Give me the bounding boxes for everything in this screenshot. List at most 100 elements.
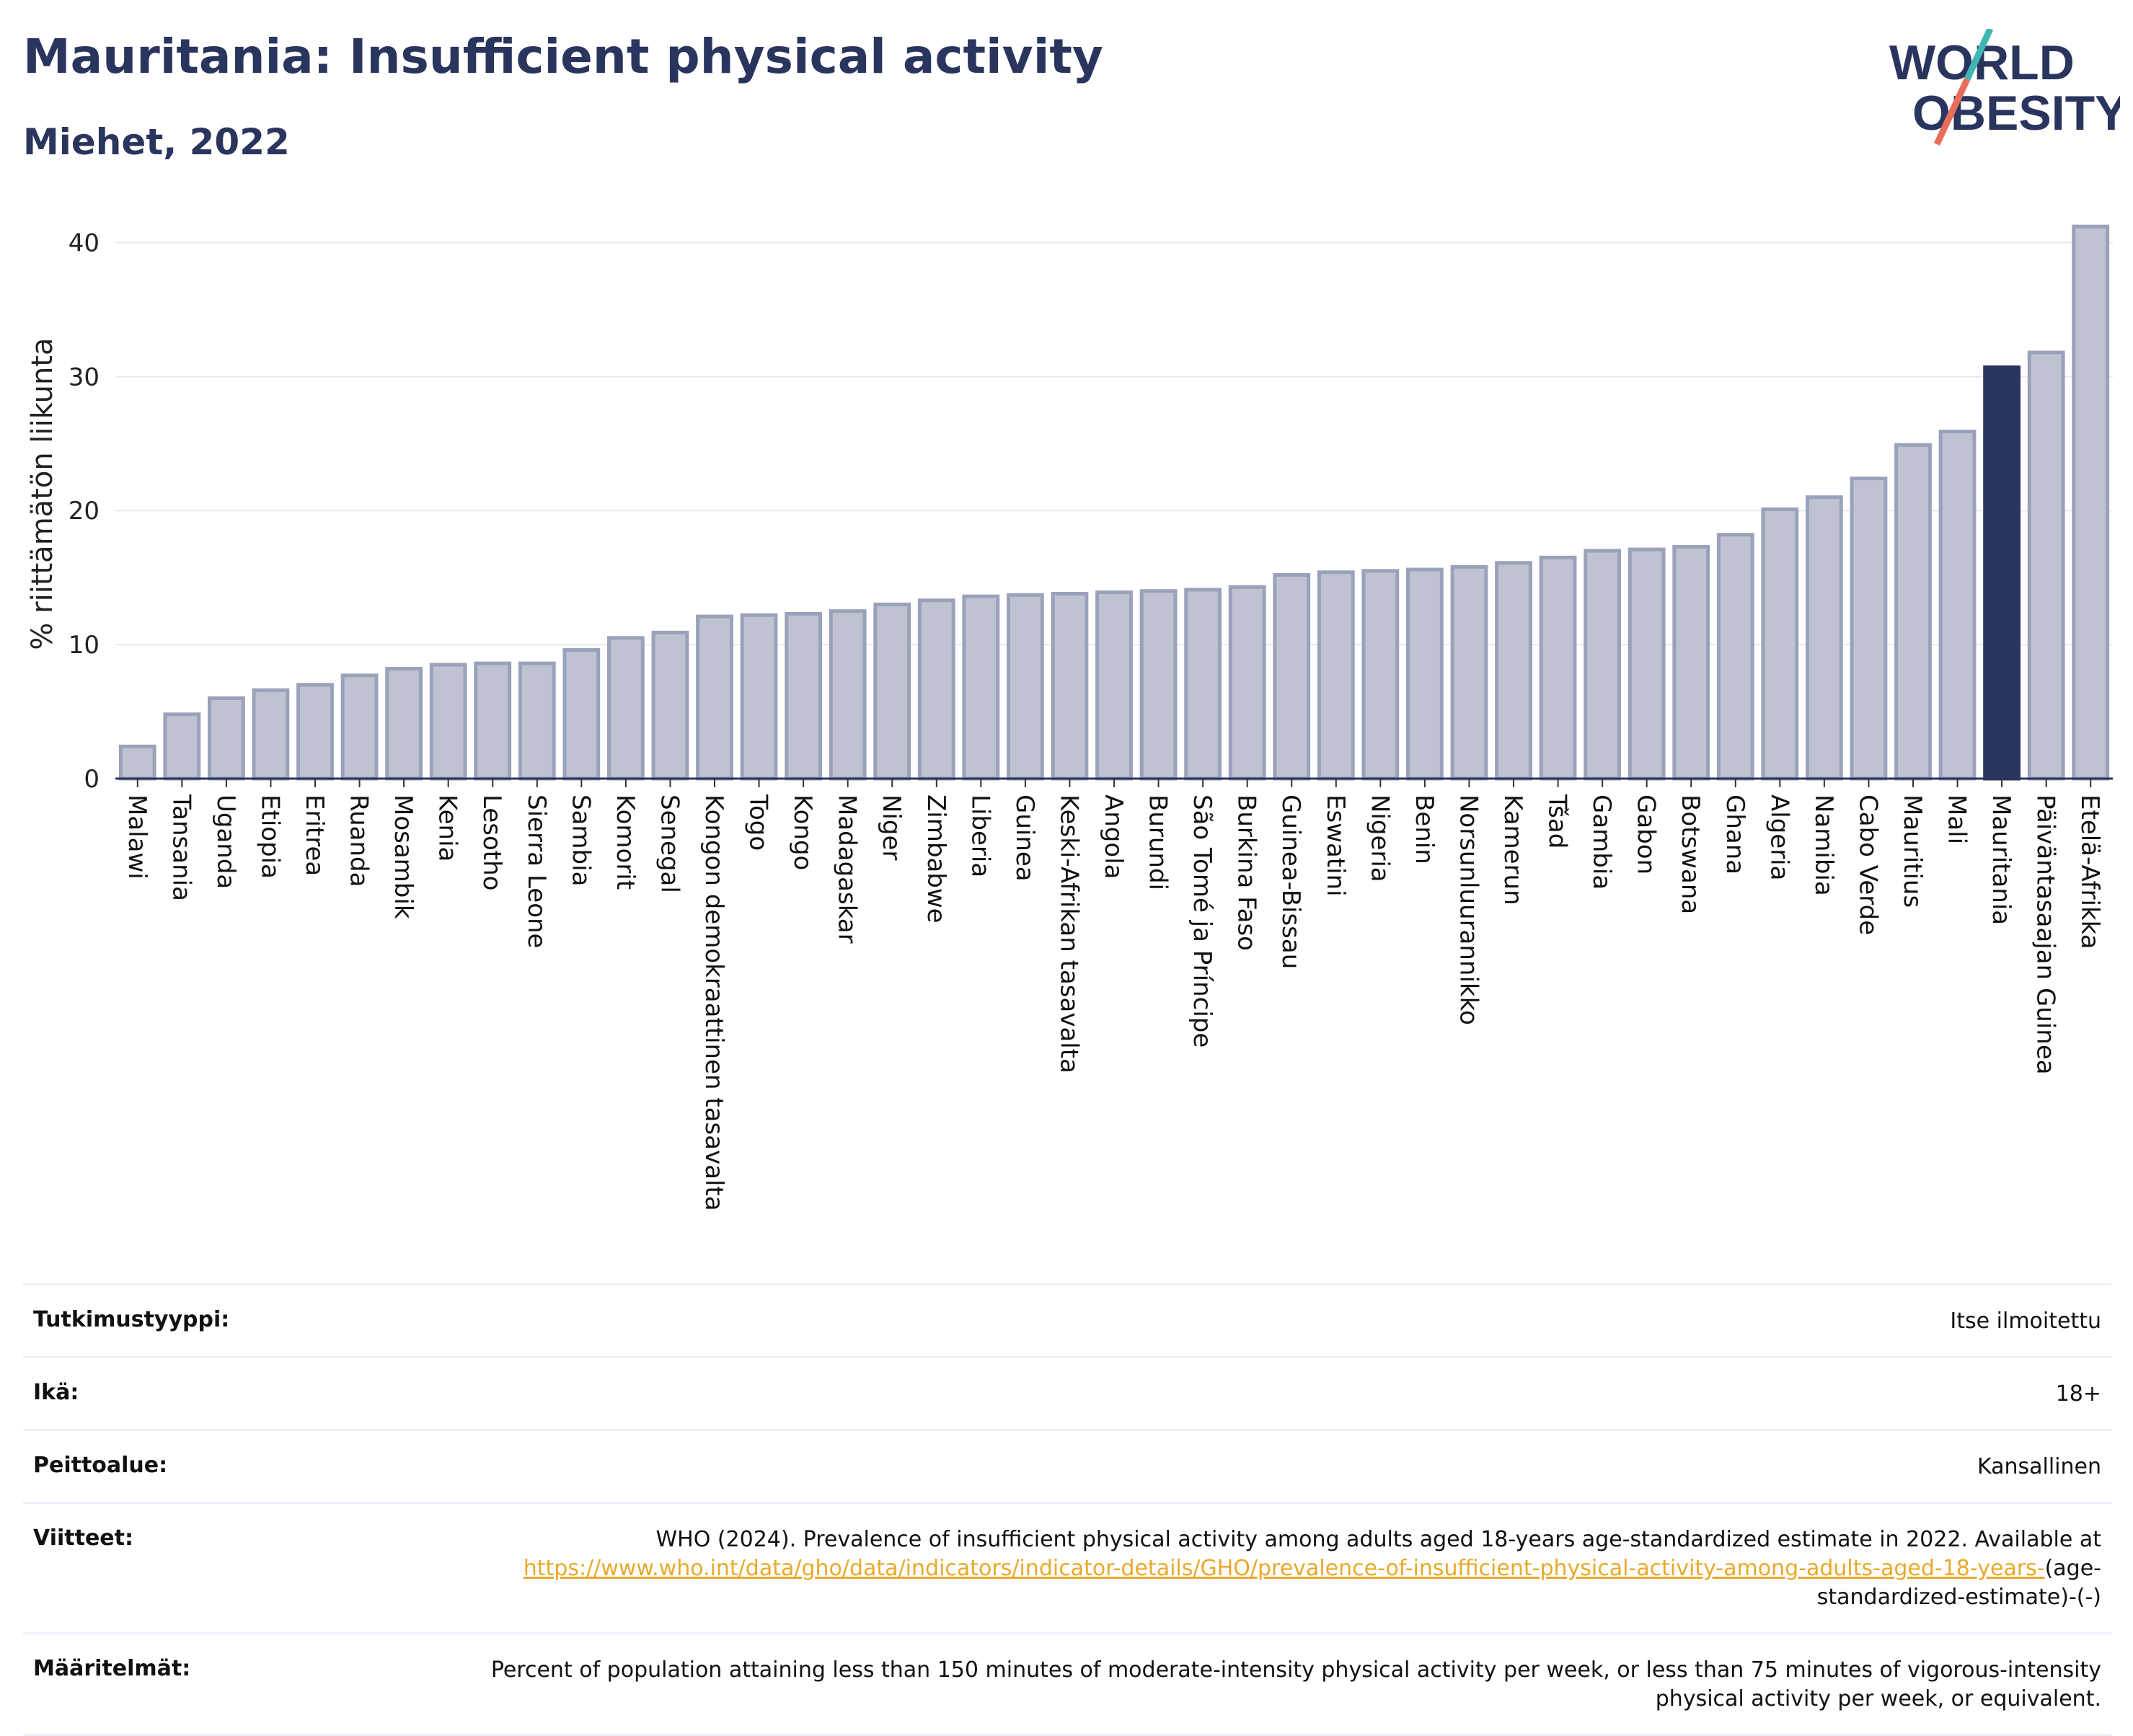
logo-line2: OBESITY: [1912, 86, 2120, 141]
bar: [1628, 547, 1666, 781]
page-subtitle: Miehet, 2022: [23, 121, 290, 163]
bar: [1761, 507, 1799, 781]
bar: [1716, 533, 1754, 781]
meta-row-coverage: Peittoalue: Kansallinen: [23, 1429, 2111, 1502]
meta-label: Peittoalue:: [33, 1453, 168, 1478]
x-tick-label: São Tomé ja Príncipe: [1188, 794, 1216, 1048]
x-tick-label: Kongo: [788, 794, 817, 870]
bar: [829, 609, 867, 781]
x-tick-label: Angola: [1099, 794, 1128, 879]
x-tick-label: Burkina Faso: [1232, 794, 1261, 951]
bar: [163, 712, 201, 781]
x-tick-label: Eswatini: [1321, 794, 1350, 897]
x-tick-label: Kamerun: [1498, 794, 1527, 905]
x-tick-label: Malawi: [123, 794, 151, 880]
y-axis-label: % riittämätön liikunta: [26, 337, 59, 650]
bar: [207, 696, 245, 781]
bar: [340, 673, 379, 781]
x-tick-label: Guinea-Bissau: [1276, 794, 1305, 969]
bar: [474, 661, 512, 781]
x-tick-label: Algeria: [1765, 794, 1793, 880]
meta-value-reference: WHO (2024). Prevalence of insufficient p…: [443, 1525, 2101, 1612]
y-tick-label: 30: [69, 363, 100, 391]
x-tick-label: Lesotho: [477, 794, 506, 890]
x-tick-label: Gambia: [1587, 794, 1616, 890]
x-tick-label: Tšad: [1543, 794, 1572, 849]
meta-label: Ikä:: [33, 1380, 79, 1405]
reference-tail: (age-standardized-estimate)-(-): [1816, 1556, 2101, 1610]
meta-row-study-type: Tutkimustyyppi: Itse ilmoitettu: [23, 1283, 2111, 1356]
y-tick-label: 10: [69, 631, 100, 660]
bar-highlight: [1983, 365, 2021, 781]
bar: [1539, 555, 1577, 781]
x-tick-label: Eritrea: [300, 794, 329, 876]
x-tick-label: Sambia: [566, 794, 595, 886]
x-tick-label: Tansania: [167, 794, 195, 901]
bar: [1405, 567, 1444, 781]
bar: [1805, 495, 1843, 781]
x-tick-label: Keski-Afrikan tasavalta: [1054, 794, 1083, 1073]
bar: [1850, 477, 1888, 781]
x-tick-label: Gabon: [1632, 794, 1661, 874]
x-tick-label: Togo: [744, 794, 773, 851]
x-tick-label: Mauritius: [1898, 794, 1927, 908]
bar: [1495, 561, 1532, 781]
y-tick-label: 20: [69, 497, 100, 526]
bar: [1184, 588, 1222, 781]
x-tick-label: Norsunluurannikko: [1454, 794, 1483, 1025]
bar: [1139, 589, 1178, 781]
x-tick-label: Uganda: [211, 794, 240, 889]
page-title: Mauritania: Insufficient physical activi…: [23, 29, 1103, 84]
y-tick-label: 40: [69, 229, 100, 257]
x-tick-label: Mauritania: [1987, 794, 2015, 925]
bar: [385, 667, 423, 781]
x-tick-label: Liberia: [966, 794, 994, 877]
bar: [2027, 350, 2065, 781]
meta-row-references: Viitteet: WHO (2024). Prevalence of insu…: [23, 1502, 2111, 1632]
x-tick-label: Cabo Verde: [1853, 794, 1882, 935]
bar: [606, 636, 645, 781]
meta-value: Kansallinen: [1977, 1454, 2101, 1479]
bar: [1051, 591, 1089, 781]
metadata-table: Tutkimustyyppi: Itse ilmoitettu Ikä: 18+…: [23, 1283, 2111, 1736]
bar: [740, 613, 778, 781]
x-tick-label: Guinea: [1010, 794, 1039, 882]
bar: [1317, 570, 1355, 781]
x-tick-label: Etiopia: [255, 794, 284, 879]
bar: [873, 602, 911, 781]
x-tick-label: Nigeria: [1365, 794, 1394, 882]
x-tick-label: Zimbabwe: [922, 794, 950, 924]
bar: [1672, 544, 1710, 781]
x-tick-label: Ruanda: [345, 794, 374, 887]
x-tick-label: Burundi: [1144, 794, 1173, 890]
x-tick-label: Kenia: [433, 794, 462, 862]
bar-chart: 0 10 20 30 40 % riittämätön liikunta Malawi Tan…: [26, 224, 2113, 1211]
x-tick-label: Benin: [1410, 794, 1439, 864]
bar: [429, 663, 467, 781]
meta-value: Itse ilmoitettu: [1950, 1308, 2101, 1334]
x-tick-label: Mosambik: [389, 794, 418, 919]
x-tick-label: Päiväntasaajan Guinea: [2031, 794, 2060, 1075]
bar: [1584, 549, 1622, 781]
bar: [296, 683, 334, 781]
bar: [518, 661, 556, 781]
meta-value: 18+: [2055, 1381, 2101, 1407]
x-tick-label: Sierra Leone: [522, 794, 551, 948]
bar: [696, 614, 733, 781]
world-obesity-logo: WORLD OBESITY: [1889, 29, 2120, 146]
bar: [651, 630, 689, 781]
x-tick-label: Etelä-Afrikka: [2075, 794, 2104, 949]
meta-label: Tutkimustyyppi:: [33, 1307, 230, 1332]
y-tick-label: 0: [84, 765, 100, 794]
reference-link[interactable]: https://www.who.int/data/gho/data/indica…: [523, 1556, 2045, 1581]
x-tick-label: Ghana: [1721, 794, 1749, 874]
x-tick-label: Kongon demokraattinen tasavalta: [699, 794, 728, 1211]
logo-slash-coral: [1933, 78, 1971, 146]
bar: [1095, 590, 1133, 781]
x-tick-label: Mali: [1943, 794, 1971, 844]
meta-label: Viitteet:: [33, 1525, 133, 1551]
meta-row-age: Ikä: 18+: [23, 1356, 2111, 1429]
meta-label: Määritelmät:: [33, 1656, 191, 1681]
x-tick-label: Niger: [877, 794, 906, 860]
x-tick-label: Madagaskar: [833, 794, 862, 944]
